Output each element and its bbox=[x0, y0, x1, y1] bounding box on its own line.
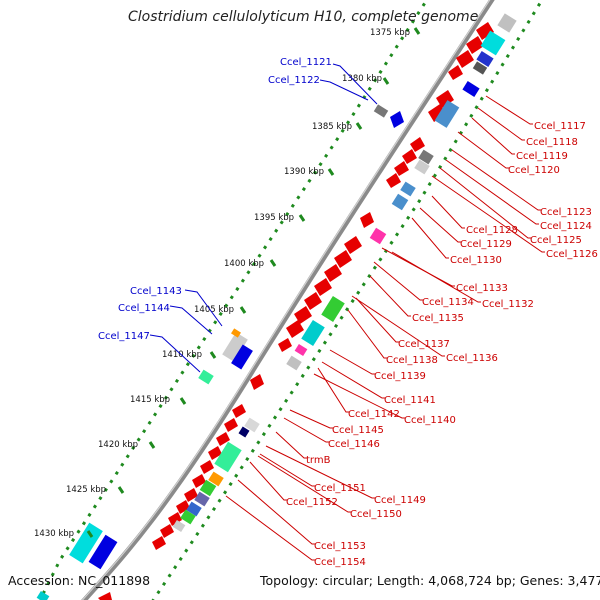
gene-label-right: Ccel_1153 bbox=[314, 541, 366, 552]
tick-label: 1400 kbp bbox=[224, 259, 264, 269]
genome-summary: Topology: circular; Length: 4,068,724 bp… bbox=[260, 573, 600, 588]
gene-label-right: Ccel_1140 bbox=[404, 415, 456, 426]
gene-label-left: Ccel_1122 bbox=[268, 75, 320, 86]
gene-label-right: Ccel_1120 bbox=[508, 165, 560, 176]
gene-label-right: Ccel_1145 bbox=[332, 425, 384, 436]
tick-label: 1425 kbp bbox=[66, 485, 106, 495]
genome-backbone-highlight bbox=[81, 0, 491, 600]
gene-label-left: Ccel_1144 bbox=[118, 303, 170, 314]
gene-label-right: Ccel_1139 bbox=[374, 371, 426, 382]
gene-label-right: Ccel_1134 bbox=[422, 297, 474, 308]
tick-label: 1415 kbp bbox=[130, 395, 170, 405]
tick-label: 1380 kbp bbox=[342, 74, 382, 84]
gene-label-right: Ccel_1123 bbox=[540, 207, 592, 218]
gene-label-left: Ccel_1121 bbox=[280, 57, 332, 68]
gene-label-right: Ccel_1152 bbox=[286, 497, 338, 508]
tick-label: 1430 kbp bbox=[34, 529, 74, 539]
outer-dotted-track bbox=[151, 0, 544, 600]
gene-label-right: Ccel_1146 bbox=[328, 439, 380, 450]
gene-label-right: Ccel_1151 bbox=[314, 483, 366, 494]
gene-label-right: Ccel_1125 bbox=[530, 235, 582, 246]
gene-label-left: Ccel_1143 bbox=[130, 286, 182, 297]
gene-label-right: Ccel_1126 bbox=[546, 249, 598, 260]
gene-label-right: Ccel_1135 bbox=[412, 313, 464, 324]
tick-label: 1395 kbp bbox=[254, 213, 294, 223]
tick-label: 1385 kbp bbox=[312, 122, 352, 132]
gene-label-right: Ccel_1124 bbox=[540, 221, 592, 232]
gene-label-right: Ccel_1142 bbox=[348, 409, 400, 420]
gene-label-right: Ccel_1118 bbox=[526, 137, 578, 148]
gene-label-right: Ccel_1119 bbox=[516, 151, 568, 162]
gene-label-right: Ccel_1149 bbox=[374, 495, 426, 506]
genome-backbone bbox=[81, 0, 495, 600]
gene-label-right: Ccel_1132 bbox=[482, 299, 534, 310]
gene-label-right: Ccel_1141 bbox=[384, 395, 436, 406]
gene-label-right: Ccel_1128 bbox=[466, 225, 518, 236]
tick-label: 1390 kbp bbox=[284, 167, 324, 177]
tick-label: 1375 kbp bbox=[370, 28, 410, 38]
tick-marks bbox=[86, 27, 421, 538]
gene-label-right: Ccel_1137 bbox=[398, 339, 450, 350]
gene-label-left: Ccel_1147 bbox=[98, 331, 150, 342]
tick-label: 1420 kbp bbox=[98, 440, 138, 450]
right-gene-leaders bbox=[225, 95, 545, 561]
gene-label-right: trmB bbox=[306, 455, 331, 466]
inner-dotted-track bbox=[38, 0, 429, 600]
gene-label-right: Ccel_1129 bbox=[460, 239, 512, 250]
left-gene-leaders bbox=[149, 63, 378, 373]
forward-genes bbox=[98, 22, 494, 600]
gene-label-right: Ccel_1130 bbox=[450, 255, 502, 266]
gene-label-right: Ccel_1154 bbox=[314, 557, 366, 568]
accession-text: Accession: NC_011898 bbox=[8, 573, 151, 588]
right-gene-blocks bbox=[172, 13, 517, 533]
gene-label-right: Ccel_1138 bbox=[386, 355, 438, 366]
tick-label: 1405 kbp bbox=[194, 305, 234, 315]
gene-label-right: Ccel_1136 bbox=[446, 353, 498, 364]
genome-title: Clostridium cellulolyticum H10, complete… bbox=[128, 9, 479, 25]
gene-label-right: Ccel_1133 bbox=[456, 283, 508, 294]
left-gene-blocks bbox=[36, 104, 404, 600]
gene-label-right: Ccel_1117 bbox=[534, 121, 586, 132]
blue-arrow-1122 bbox=[390, 111, 404, 128]
gene-label-right: Ccel_1150 bbox=[350, 509, 402, 520]
